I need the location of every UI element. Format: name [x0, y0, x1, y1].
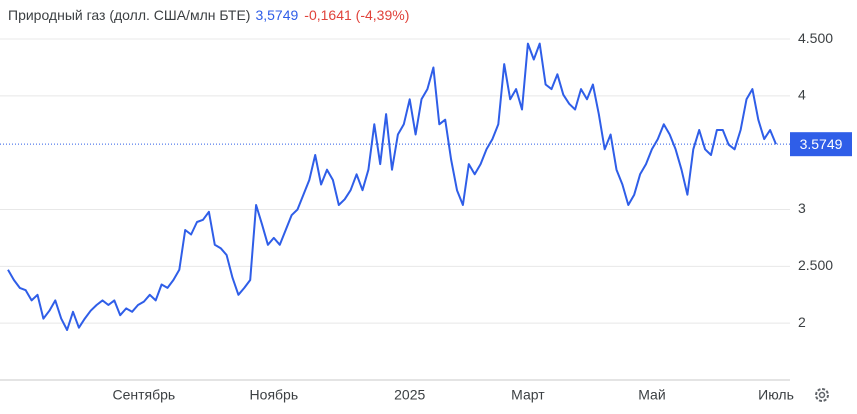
price: 3,5749: [255, 7, 298, 23]
x-tick-label: Май: [638, 387, 665, 403]
x-tick-label: Ноябрь: [250, 387, 299, 403]
x-tick-label: Июль: [758, 387, 794, 403]
gear-inner: [818, 391, 826, 399]
x-tick-label: 2025: [394, 387, 425, 403]
y-tick-label: 2: [798, 314, 806, 330]
price-line: [7, 42, 777, 331]
y-tick-label: 4.500: [798, 30, 833, 46]
current-price-box: [790, 132, 852, 157]
y-tick-label: 4: [798, 87, 806, 103]
current-price-label: 3.5749: [800, 136, 843, 152]
gear-outer: [815, 388, 829, 402]
y-tick-label: 3: [798, 200, 806, 216]
price-change: -0,1641 (-4,39%): [304, 7, 409, 23]
x-tick-label: Сентябрь: [113, 387, 176, 403]
chart-header: Природный газ (долл. США/млн БТЕ) 3,5749-…: [8, 7, 409, 23]
settings-icon[interactable]: [815, 388, 829, 402]
chart-title: Природный газ (долл. США/млн БТЕ): [8, 7, 250, 23]
x-tick-label: Март: [511, 387, 545, 403]
y-tick-label: 2.500: [798, 257, 833, 273]
